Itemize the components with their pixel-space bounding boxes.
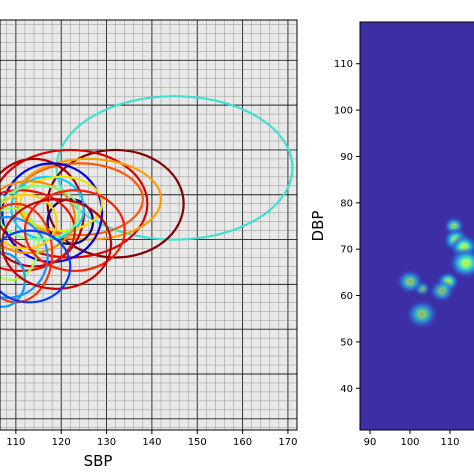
ellipse-plot-ellipses <box>0 95 294 308</box>
x-tick-label: 110 <box>6 437 25 448</box>
ellipse-4 <box>14 157 163 241</box>
ellipse-0 <box>55 95 294 241</box>
ellipse-10 <box>0 180 76 255</box>
y-tick-label: 110 <box>334 59 353 70</box>
y-tick-label: 70 <box>340 245 353 256</box>
hotspot-5 <box>428 279 456 303</box>
hotspot-3 <box>448 247 474 279</box>
ellipse-plot-x-ticks: 110 120 130 140 150 160 170 <box>6 430 297 448</box>
ellipse-20 <box>0 229 72 304</box>
ellipse-14 <box>0 216 49 299</box>
heatmap-frame <box>359 21 474 431</box>
x-tick-label: 150 <box>188 437 207 448</box>
x-tick-label: 110 <box>440 437 459 448</box>
x-tick-label: 100 <box>400 437 419 448</box>
y-tick-label: 50 <box>340 337 353 348</box>
x-tick-label: 120 <box>52 437 71 448</box>
heatmap-hotspots <box>395 216 474 330</box>
y-tick-label: 60 <box>340 291 353 302</box>
x-tick-label: 90 <box>364 437 377 448</box>
ellipse-16 <box>0 193 58 250</box>
heatmap-x-ticks: 90 100 110 <box>364 430 460 448</box>
heatmap-y-axis-label: DBP <box>309 211 327 242</box>
ellipse-13 <box>0 207 40 281</box>
ellipse-2 <box>0 148 149 259</box>
hotspot-8 <box>405 299 439 330</box>
x-tick-label: 170 <box>278 437 297 448</box>
heatmap-y-ticks: 40 50 60 70 80 90 100 110 <box>334 59 360 395</box>
y-tick-label: 80 <box>340 198 353 209</box>
ellipse-19 <box>1 198 113 290</box>
y-tick-label: 100 <box>334 106 353 117</box>
ellipse-plot-x-axis-label: SBP <box>84 452 113 470</box>
ellipse-plot-frame <box>0 19 298 431</box>
x-tick-label: 130 <box>97 437 116 448</box>
y-tick-label: 90 <box>340 152 353 163</box>
ellipse-11 <box>0 189 76 273</box>
hotspot-7 <box>395 268 425 295</box>
ellipse-plot: 110 120 130 140 150 160 170 SBP <box>0 19 298 470</box>
ellipse-17 <box>0 184 81 241</box>
x-tick-label: 140 <box>142 437 161 448</box>
x-tick-label: 160 <box>233 437 252 448</box>
heatmap-plot: 90 100 110 40 50 60 70 80 90 100 110 DBP <box>309 21 474 448</box>
y-tick-label: 40 <box>340 384 353 395</box>
